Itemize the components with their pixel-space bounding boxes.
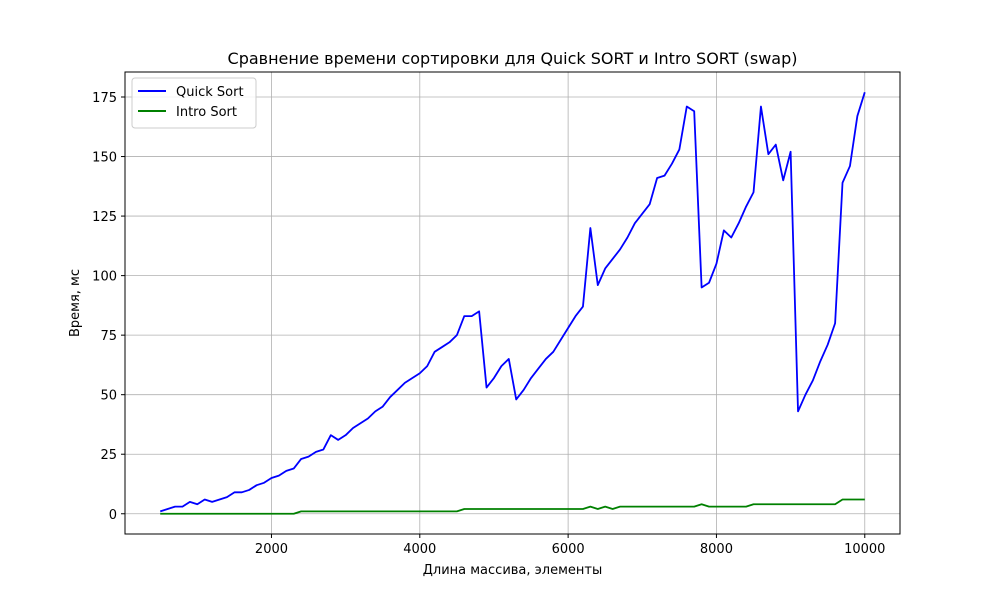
grid xyxy=(125,72,900,534)
legend-label-intro-sort: Intro Sort xyxy=(176,105,237,120)
x-tick-label: 10000 xyxy=(844,542,885,557)
y-tick-label: 125 xyxy=(92,210,117,225)
legend-label-quick-sort: Quick Sort xyxy=(176,85,244,100)
chart-title: Сравнение времени сортировки для Quick S… xyxy=(228,49,798,68)
series-lines xyxy=(159,91,866,515)
series-line-quick-sort xyxy=(159,91,866,513)
x-tick-label: 6000 xyxy=(552,542,585,557)
y-tick-label: 0 xyxy=(109,508,117,523)
series-line-intro-sort xyxy=(160,498,865,515)
y-tick-label: 150 xyxy=(92,151,117,166)
x-axis-label: Длина массива, элементы xyxy=(423,563,603,578)
y-tick-label: 25 xyxy=(100,448,117,463)
y-tick-label: 75 xyxy=(100,329,117,344)
x-tick-label: 4000 xyxy=(403,542,436,557)
y-tick-label: 175 xyxy=(92,91,117,106)
legend: Quick Sort Intro Sort xyxy=(131,77,257,129)
x-tick-label: 8000 xyxy=(700,542,733,557)
x-tick-label: 2000 xyxy=(255,542,288,557)
y-tick-label: 100 xyxy=(92,270,117,285)
y-tick-label: 50 xyxy=(100,389,117,404)
y-axis-label: Время, мс xyxy=(68,269,83,337)
plot-area-frame xyxy=(124,71,901,535)
axis-ticks: 2000 4000 6000 8000 10000 0 25 50 75 100 125 150 175 xyxy=(92,91,885,557)
